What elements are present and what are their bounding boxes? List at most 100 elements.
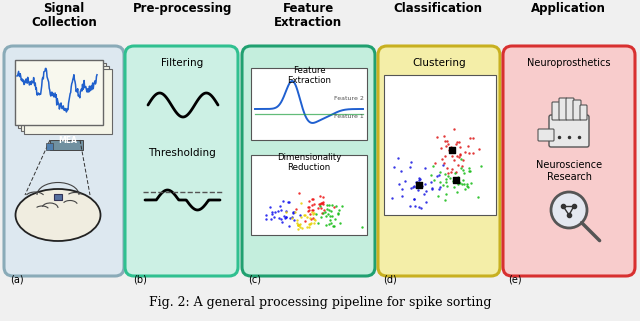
Point <box>302 224 312 230</box>
Point <box>433 194 443 199</box>
Point <box>452 162 463 168</box>
Point <box>283 199 293 204</box>
Point <box>450 170 460 176</box>
Point <box>356 224 367 229</box>
Point <box>323 212 333 217</box>
Point <box>304 225 314 230</box>
Point <box>460 186 470 191</box>
Point <box>296 215 307 220</box>
Point <box>317 195 328 200</box>
Point <box>266 216 276 221</box>
Point <box>305 216 315 221</box>
Point <box>394 181 404 186</box>
Point <box>297 225 307 230</box>
Point <box>305 211 315 216</box>
Point <box>396 186 406 191</box>
Point <box>411 179 421 185</box>
Point <box>448 178 458 183</box>
Point <box>295 224 305 229</box>
Point <box>275 203 285 208</box>
Point <box>313 220 323 225</box>
Point <box>438 183 448 188</box>
Point <box>298 212 308 217</box>
Point <box>318 199 328 204</box>
Point <box>318 210 328 215</box>
Text: Neuroscience
Research: Neuroscience Research <box>536 160 602 182</box>
Point <box>453 181 463 187</box>
FancyBboxPatch shape <box>242 46 375 276</box>
FancyBboxPatch shape <box>580 105 587 120</box>
Point <box>421 189 431 194</box>
Point <box>447 147 457 152</box>
Point <box>464 166 474 171</box>
Point <box>314 201 324 206</box>
Point <box>412 179 422 185</box>
Point <box>389 164 399 169</box>
Point <box>460 150 470 155</box>
Point <box>436 156 447 161</box>
Point <box>409 197 419 202</box>
Point <box>311 211 321 216</box>
Point <box>413 187 424 192</box>
Point <box>269 209 280 214</box>
Point <box>409 196 419 202</box>
Point <box>419 191 429 196</box>
Point <box>432 134 442 139</box>
Point <box>324 203 334 208</box>
FancyBboxPatch shape <box>549 115 589 147</box>
Text: Application: Application <box>531 2 605 15</box>
Point <box>300 212 310 217</box>
Point <box>337 204 348 209</box>
Text: Feature
Extraction: Feature Extraction <box>274 2 342 29</box>
Point <box>310 218 320 223</box>
Text: Classification: Classification <box>394 2 483 15</box>
Point <box>442 138 452 143</box>
Point <box>304 221 314 226</box>
Text: (c): (c) <box>248 274 261 284</box>
Bar <box>50 140 83 150</box>
Point <box>429 177 439 182</box>
Point <box>303 204 314 210</box>
Point <box>414 204 424 209</box>
Bar <box>46 143 53 150</box>
Point <box>462 184 472 189</box>
Point <box>261 213 271 218</box>
Text: Feature
Extraction: Feature Extraction <box>287 66 331 85</box>
Point <box>292 221 302 226</box>
Point <box>463 185 473 190</box>
Point <box>307 197 317 202</box>
Point <box>293 226 303 231</box>
Point <box>294 222 304 227</box>
Point <box>441 191 451 196</box>
FancyBboxPatch shape <box>566 98 574 120</box>
Point <box>435 169 445 174</box>
Point <box>458 177 468 182</box>
Point <box>309 211 319 216</box>
Point <box>281 209 291 214</box>
Point <box>303 209 313 214</box>
Point <box>454 139 464 144</box>
Bar <box>54 194 62 200</box>
Point <box>307 208 317 213</box>
Point <box>445 175 456 180</box>
Text: (b): (b) <box>133 274 147 284</box>
Point <box>449 157 459 162</box>
Point <box>276 207 286 213</box>
Point <box>293 223 303 228</box>
FancyBboxPatch shape <box>21 66 109 131</box>
Point <box>428 164 438 169</box>
Point <box>441 179 451 185</box>
Point <box>409 184 419 189</box>
Point <box>293 222 303 227</box>
Point <box>434 172 444 178</box>
Point <box>279 213 289 218</box>
Point <box>447 166 458 171</box>
Point <box>449 127 460 132</box>
Point <box>308 211 318 216</box>
Point <box>309 221 319 226</box>
FancyBboxPatch shape <box>559 98 567 120</box>
Point <box>304 199 314 204</box>
Point <box>464 168 474 173</box>
Point <box>446 145 456 150</box>
Point <box>281 215 291 220</box>
